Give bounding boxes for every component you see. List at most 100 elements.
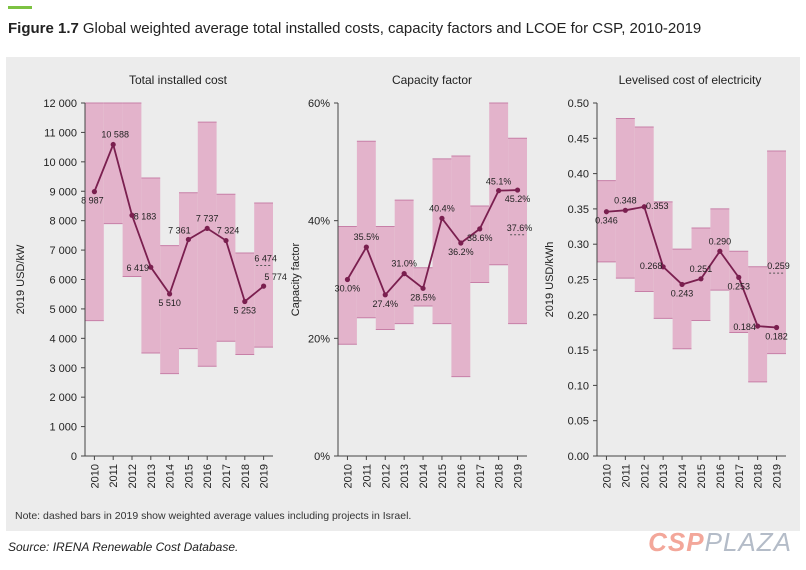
- chart2-data-label-2010: 30.0%: [335, 284, 361, 294]
- chart3-data-label-2015: 0.251: [690, 264, 713, 274]
- chart1-range-bar-2019: [254, 203, 273, 348]
- chart1-range-bar-2014: [160, 245, 179, 374]
- chart1-data-label-2016: 7 737: [196, 213, 219, 223]
- chart1-point-2011: [110, 141, 116, 148]
- chart2-range-bar-2018: [489, 103, 509, 265]
- chart2-point-2011: [363, 244, 369, 250]
- chart2-data-label-2012: 27.4%: [372, 299, 398, 309]
- chart2-data-label-2011: 35.5%: [354, 232, 380, 242]
- chart3-ytick-label-9: 0.45: [568, 133, 589, 145]
- chart1-point-2018: [242, 298, 248, 305]
- chart1-ytick-label-6: 6 000: [49, 275, 77, 287]
- chart1-israel-label: 6 474: [254, 254, 277, 264]
- chart2-xtick-label-2019: 2019: [513, 464, 525, 488]
- chart1-data-label-2015: 7 361: [168, 225, 191, 235]
- chart2-title: Capacity factor: [392, 73, 472, 87]
- chart2-data-label-2019: 45.2%: [505, 194, 531, 204]
- chart2-point-2015: [439, 215, 445, 221]
- chart1-data-label-2011: 10 588: [101, 130, 129, 140]
- chart3-point-2016: [717, 248, 723, 254]
- chart3-data-label-2011: 0.348: [614, 195, 637, 205]
- chart3-xtick-label-2012: 2012: [639, 464, 651, 488]
- chart1-series-line: [93, 141, 265, 304]
- chart1-point-2015: [185, 236, 191, 243]
- chart3-range-bar-2011: [615, 118, 635, 279]
- chart3-data-label-2012: 0.353: [646, 201, 669, 211]
- chart2-series-line: [346, 189, 518, 297]
- chart1-xtick-label-2011: 2011: [108, 464, 120, 488]
- title-accent-bar: [8, 6, 32, 9]
- chart2-data-label-2018: 45.1%: [486, 177, 512, 187]
- chart3-xtick-label-2015: 2015: [696, 464, 708, 488]
- chart3-ytick-label-10: 0.50: [568, 98, 589, 110]
- chart3-point-2017: [736, 274, 742, 280]
- chart3-ytick-label-5: 0.25: [568, 275, 589, 287]
- chart2-data-label-2013: 31.0%: [391, 259, 417, 269]
- chart3-xtick-label-2011: 2011: [620, 464, 632, 488]
- chart2-xtick-label-2012: 2012: [380, 464, 392, 488]
- chart2-xtick-label-2013: 2013: [399, 464, 411, 488]
- chart3-range-bar-2013: [653, 201, 673, 319]
- chart2-ytick-label-3: 60%: [308, 98, 330, 110]
- chart3-range-bar-2010: [597, 180, 616, 262]
- chart3-ytick-label-3: 0.15: [568, 345, 589, 357]
- chart2-xtick-label-2016: 2016: [456, 464, 468, 488]
- chart2-ytick-label-0: 0%: [314, 451, 330, 463]
- chart3-xtick-label-2016: 2016: [715, 464, 727, 488]
- chart1-data-label-2010: 8 987: [81, 196, 104, 206]
- chart1-data-label-2017: 7 324: [217, 226, 240, 236]
- chart1-point-2012: [129, 212, 135, 218]
- chart1-ytick-label-7: 7 000: [49, 245, 77, 257]
- chart1-point-2014: [167, 291, 173, 297]
- chart3-data-label-2018: 0.184: [733, 322, 756, 332]
- chart1-xtick-label-2014: 2014: [165, 464, 177, 488]
- chart1-range-bar-2010: [85, 103, 104, 321]
- chart1-point-2010: [91, 189, 97, 195]
- chart2-range-bar-2011: [356, 141, 376, 318]
- chart1-data-label-2019: 5 774: [264, 272, 287, 282]
- chart2-range-bar-2019: [508, 138, 527, 324]
- chart3-title: Levelised cost of electricity: [619, 73, 762, 87]
- chart2-xtick-label-2017: 2017: [475, 464, 487, 488]
- chart1-range-bar-2016: [197, 122, 217, 367]
- chart1-point-2017: [223, 237, 229, 244]
- chart3-ytick-label-2: 0.10: [568, 380, 589, 392]
- chart1-xtick-label-2016: 2016: [202, 464, 214, 488]
- chart2-y-axis-label: Capacity factor: [290, 242, 302, 316]
- chart3-xtick-label-2017: 2017: [734, 464, 746, 488]
- chart1-ytick-label-0: 0: [71, 451, 77, 463]
- chart2-range-bar-2012: [375, 226, 395, 330]
- chart2-range-bar-2017: [470, 205, 490, 283]
- chart1-y-axis-label: 2019 USD/kW: [15, 244, 27, 314]
- chart3-ytick-label-4: 0.20: [568, 310, 589, 322]
- chart1-ytick-label-12: 12 000: [43, 98, 77, 110]
- chart1-range-bar-2012: [122, 103, 142, 277]
- chart3-ytick-label-6: 0.30: [568, 239, 589, 251]
- chart1-point-2013: [148, 264, 154, 270]
- figure-title: Figure 1.7 Global weighted average total …: [8, 20, 701, 37]
- chart1-ytick-label-8: 8 000: [49, 216, 77, 228]
- chart3-point-2019: [773, 324, 780, 331]
- chart1-xtick-label-2018: 2018: [240, 464, 252, 488]
- chart3-series-line: [606, 205, 777, 329]
- chart1-data-label-2013: 6 419: [127, 263, 150, 273]
- chart2-point-2010: [344, 276, 351, 283]
- chart3-data-label-2019: 0.182: [765, 332, 788, 342]
- chart3-point-2013: [660, 264, 666, 270]
- chart3-point-2010: [603, 209, 610, 215]
- chart2-point-2016: [458, 240, 464, 246]
- chart3-ytick-label-7: 0.35: [568, 204, 589, 216]
- chart1-range-bar-2011: [103, 103, 123, 224]
- chart2-israel-label: 37.6%: [507, 223, 533, 233]
- chart2-range-bar-2015: [432, 158, 452, 324]
- chart3-xtick-label-2010: 2010: [601, 464, 613, 488]
- chart3-point-2014: [679, 281, 685, 288]
- chart3-ytick-label-0: 0.00: [568, 451, 589, 463]
- chart2-point-2017: [477, 226, 483, 232]
- chart2-data-label-2014: 28.5%: [410, 292, 436, 302]
- chart1-ytick-label-2: 2 000: [49, 392, 77, 404]
- figure-source: Source: IRENA Renewable Cost Database.: [8, 540, 239, 554]
- watermark-logo-b: PLAZA: [704, 527, 792, 557]
- chart1-point-2016: [204, 225, 210, 232]
- chart1-xtick-label-2017: 2017: [221, 464, 233, 488]
